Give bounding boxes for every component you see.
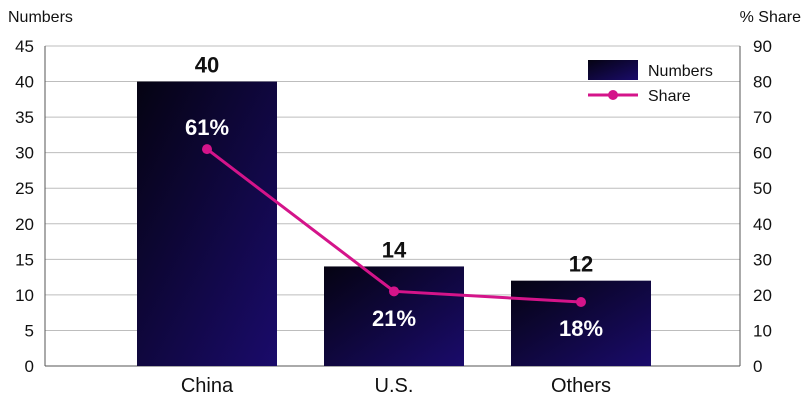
share-point <box>576 297 586 307</box>
share-data-label: 61% <box>185 115 229 140</box>
y-tick-label: 20 <box>15 215 34 234</box>
bar-data-label: 40 <box>195 53 219 78</box>
y-tick-label: 15 <box>15 250 34 269</box>
legend-numbers-swatch <box>588 60 638 80</box>
y-axis-title: Numbers <box>8 9 73 26</box>
y2-axis-title: % Share <box>740 9 801 26</box>
category-labels: China U.S. Others <box>181 375 611 397</box>
bars <box>137 81 651 367</box>
y2-tick-label: 30 <box>753 250 772 269</box>
y-tick-label: 5 <box>25 321 34 340</box>
y-tick-label: 45 <box>15 37 34 56</box>
share-line <box>202 144 586 307</box>
y2-tick-label: 70 <box>753 108 772 127</box>
y-tick-label: 35 <box>15 108 34 127</box>
bar-data-label: 12 <box>569 252 593 277</box>
y2-tick-label: 50 <box>753 179 772 198</box>
y2-tick-label: 80 <box>753 73 772 92</box>
bar <box>511 280 651 366</box>
bar-data-label: 14 <box>382 237 407 262</box>
legend-numbers-label: Numbers <box>648 63 713 80</box>
bar <box>324 266 464 366</box>
legend: Numbers Share <box>588 60 713 105</box>
legend-share-label: Share <box>648 88 691 105</box>
y-axis-ticks: 0 5 10 15 20 25 30 35 40 45 <box>15 37 34 376</box>
share-data-labels: 61% 21% 18% <box>185 115 603 341</box>
bar <box>137 81 277 367</box>
share-point <box>202 144 212 155</box>
y-tick-label: 10 <box>15 286 34 305</box>
category-label: Others <box>551 375 611 397</box>
y2-tick-label: 90 <box>753 37 772 56</box>
category-label: U.S. <box>375 375 414 397</box>
y-tick-label: 40 <box>15 73 34 92</box>
y2-tick-label: 20 <box>753 286 772 305</box>
bar-data-labels: 40 14 12 <box>195 53 593 277</box>
share-point <box>389 286 399 297</box>
y-tick-label: 0 <box>25 357 34 376</box>
y-tick-label: 30 <box>15 144 34 163</box>
share-data-label: 18% <box>559 316 603 341</box>
category-label: China <box>181 375 234 397</box>
y2-tick-label: 0 <box>753 357 762 376</box>
y-tick-label: 25 <box>15 179 34 198</box>
y2-tick-label: 60 <box>753 144 772 163</box>
y2-tick-label: 40 <box>753 215 772 234</box>
legend-share-marker <box>608 90 618 100</box>
share-data-label: 21% <box>372 306 416 331</box>
y2-axis-ticks: 0 10 20 30 40 50 60 70 80 90 <box>753 37 772 376</box>
y2-tick-label: 10 <box>753 321 772 340</box>
